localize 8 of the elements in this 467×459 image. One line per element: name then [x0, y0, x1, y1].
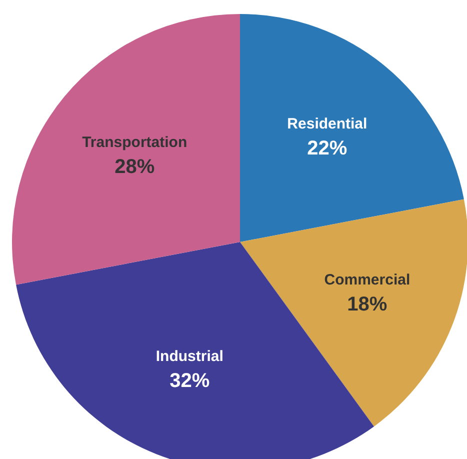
- data-label: 22%: [307, 138, 348, 160]
- slice-label: Industrial: [156, 348, 224, 366]
- slice-label: Commercial: [324, 271, 410, 288]
- slice-label: Residential: [287, 116, 368, 133]
- slice-label: Transportation: [82, 134, 188, 151]
- data-label: 28%: [114, 156, 155, 178]
- data-label: 32%: [170, 370, 210, 392]
- data-label: 18%: [347, 293, 388, 316]
